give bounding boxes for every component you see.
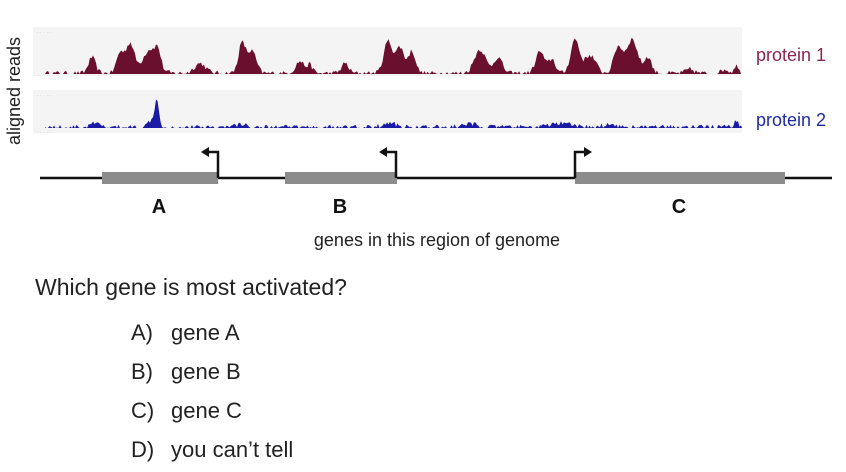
gene-block-a	[102, 172, 218, 184]
option-b-letter: B)	[131, 359, 153, 384]
option-b[interactable]: B) gene B	[131, 355, 293, 394]
option-d[interactable]: D) you can’t tell	[131, 433, 293, 472]
track-protein-1-signal	[45, 37, 742, 74]
tss-arrows	[206, 150, 587, 178]
genome-figure: aligned reads ··· · ··· ··· · ··· protei…	[4, 27, 832, 250]
tss-arrowheads	[201, 147, 592, 157]
track-label-protein-1: protein 1	[756, 45, 826, 65]
gene-block-b	[285, 172, 397, 184]
gene-label-a: A	[152, 196, 166, 218]
track-protein-1-scale-bottom: ··· · ···	[36, 73, 52, 77]
option-a-text: gene A	[171, 320, 240, 345]
option-c-text: gene C	[171, 398, 242, 423]
y-axis-label: aligned reads	[4, 37, 24, 145]
track-protein-1: ··· · ··· ··· · ···	[33, 27, 742, 77]
tss-arrowhead-b	[379, 147, 387, 157]
tss-arrowhead-c	[584, 147, 592, 157]
question-text: Which gene is most activated?	[35, 274, 347, 300]
tss-arrow-b	[384, 150, 398, 178]
option-d-letter: D)	[131, 437, 155, 462]
tss-arrow-c	[573, 150, 587, 178]
answer-options: A) gene A B) gene B C) gene C D) you can’t t…	[131, 316, 293, 472]
track-protein-2: ··· · ··· ··· · ···	[33, 90, 742, 134]
option-c[interactable]: C) gene C	[131, 394, 293, 433]
track-label-protein-2: protein 2	[756, 110, 826, 130]
tss-arrow-a	[206, 150, 220, 178]
tss-arrowhead-a	[201, 147, 209, 157]
track-protein-1-scale-top: ··· · ···	[36, 30, 52, 34]
option-c-letter: C)	[131, 398, 155, 423]
gene-label-c: C	[672, 196, 686, 218]
option-b-text: gene B	[171, 359, 241, 384]
genome-caption: genes in this region of genome	[314, 230, 560, 250]
gene-label-b: B	[333, 196, 347, 218]
option-a[interactable]: A) gene A	[131, 316, 293, 355]
gene-block-c	[575, 172, 785, 184]
track-protein-2-scale-top: ··· · ···	[36, 93, 52, 97]
track-protein-2-scale-bottom: ··· · ···	[36, 130, 52, 134]
option-a-letter: A)	[131, 320, 153, 345]
option-d-text: you can’t tell	[171, 437, 294, 462]
